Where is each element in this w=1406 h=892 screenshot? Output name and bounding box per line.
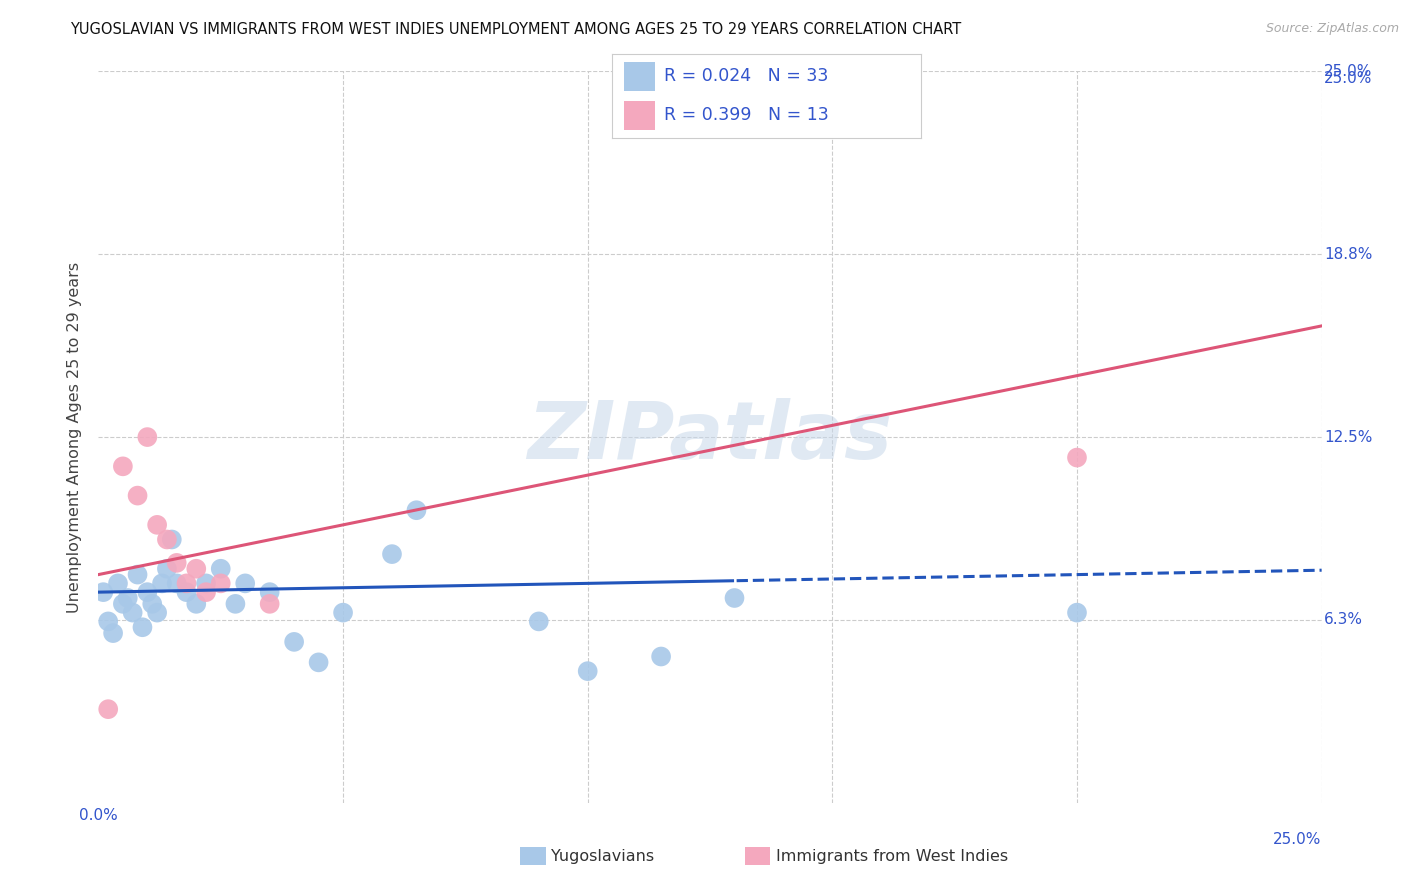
Text: YUGOSLAVIAN VS IMMIGRANTS FROM WEST INDIES UNEMPLOYMENT AMONG AGES 25 TO 29 YEAR: YUGOSLAVIAN VS IMMIGRANTS FROM WEST INDI… [70,22,962,37]
Point [332,606,354,620]
Point [166,556,188,570]
Text: 18.8%: 18.8% [1324,247,1372,261]
Text: 12.5%: 12.5% [1324,430,1372,444]
Point [405,503,427,517]
Point [224,597,246,611]
Point [136,430,159,444]
Point [723,591,745,605]
Point [150,576,173,591]
Point [160,533,183,547]
Point [136,585,159,599]
Point [101,626,124,640]
Point [146,517,169,532]
Point [117,591,139,605]
Point [131,620,153,634]
Y-axis label: Unemployment Among Ages 25 to 29 years: Unemployment Among Ages 25 to 29 years [67,261,83,613]
Point [259,585,281,599]
Point [308,656,330,670]
Text: R = 0.024   N = 33: R = 0.024 N = 33 [664,68,828,86]
Point [127,489,149,503]
Point [650,649,672,664]
Point [97,702,120,716]
Point [111,597,134,611]
Text: Yugoslavians: Yugoslavians [551,849,654,863]
Point [121,606,143,620]
Point [166,576,188,591]
Point [176,585,198,599]
Point [91,585,114,599]
Text: Source: ZipAtlas.com: Source: ZipAtlas.com [1265,22,1399,36]
Point [259,597,281,611]
Text: 6.3%: 6.3% [1324,613,1362,627]
Point [576,664,599,678]
Text: Immigrants from West Indies: Immigrants from West Indies [776,849,1008,863]
Point [283,635,305,649]
Text: 25.0%: 25.0% [1274,832,1322,847]
Point [176,576,198,591]
Point [141,597,163,611]
Point [195,576,218,591]
Point [233,576,256,591]
Point [527,615,550,629]
Point [1066,450,1088,465]
Point [209,562,232,576]
Text: 25.0%: 25.0% [1324,71,1372,87]
Text: ZIPatlas: ZIPatlas [527,398,893,476]
Point [97,615,120,629]
Point [107,576,129,591]
Point [156,533,179,547]
Point [1066,606,1088,620]
Point [127,567,149,582]
Point [186,562,208,576]
Point [195,585,218,599]
Point [156,562,179,576]
Text: R = 0.399   N = 13: R = 0.399 N = 13 [664,106,830,124]
Text: 25.0%: 25.0% [1324,64,1372,78]
Point [186,597,208,611]
Point [209,576,232,591]
Point [111,459,134,474]
FancyBboxPatch shape [624,101,655,130]
FancyBboxPatch shape [624,62,655,91]
Point [381,547,404,561]
Point [146,606,169,620]
